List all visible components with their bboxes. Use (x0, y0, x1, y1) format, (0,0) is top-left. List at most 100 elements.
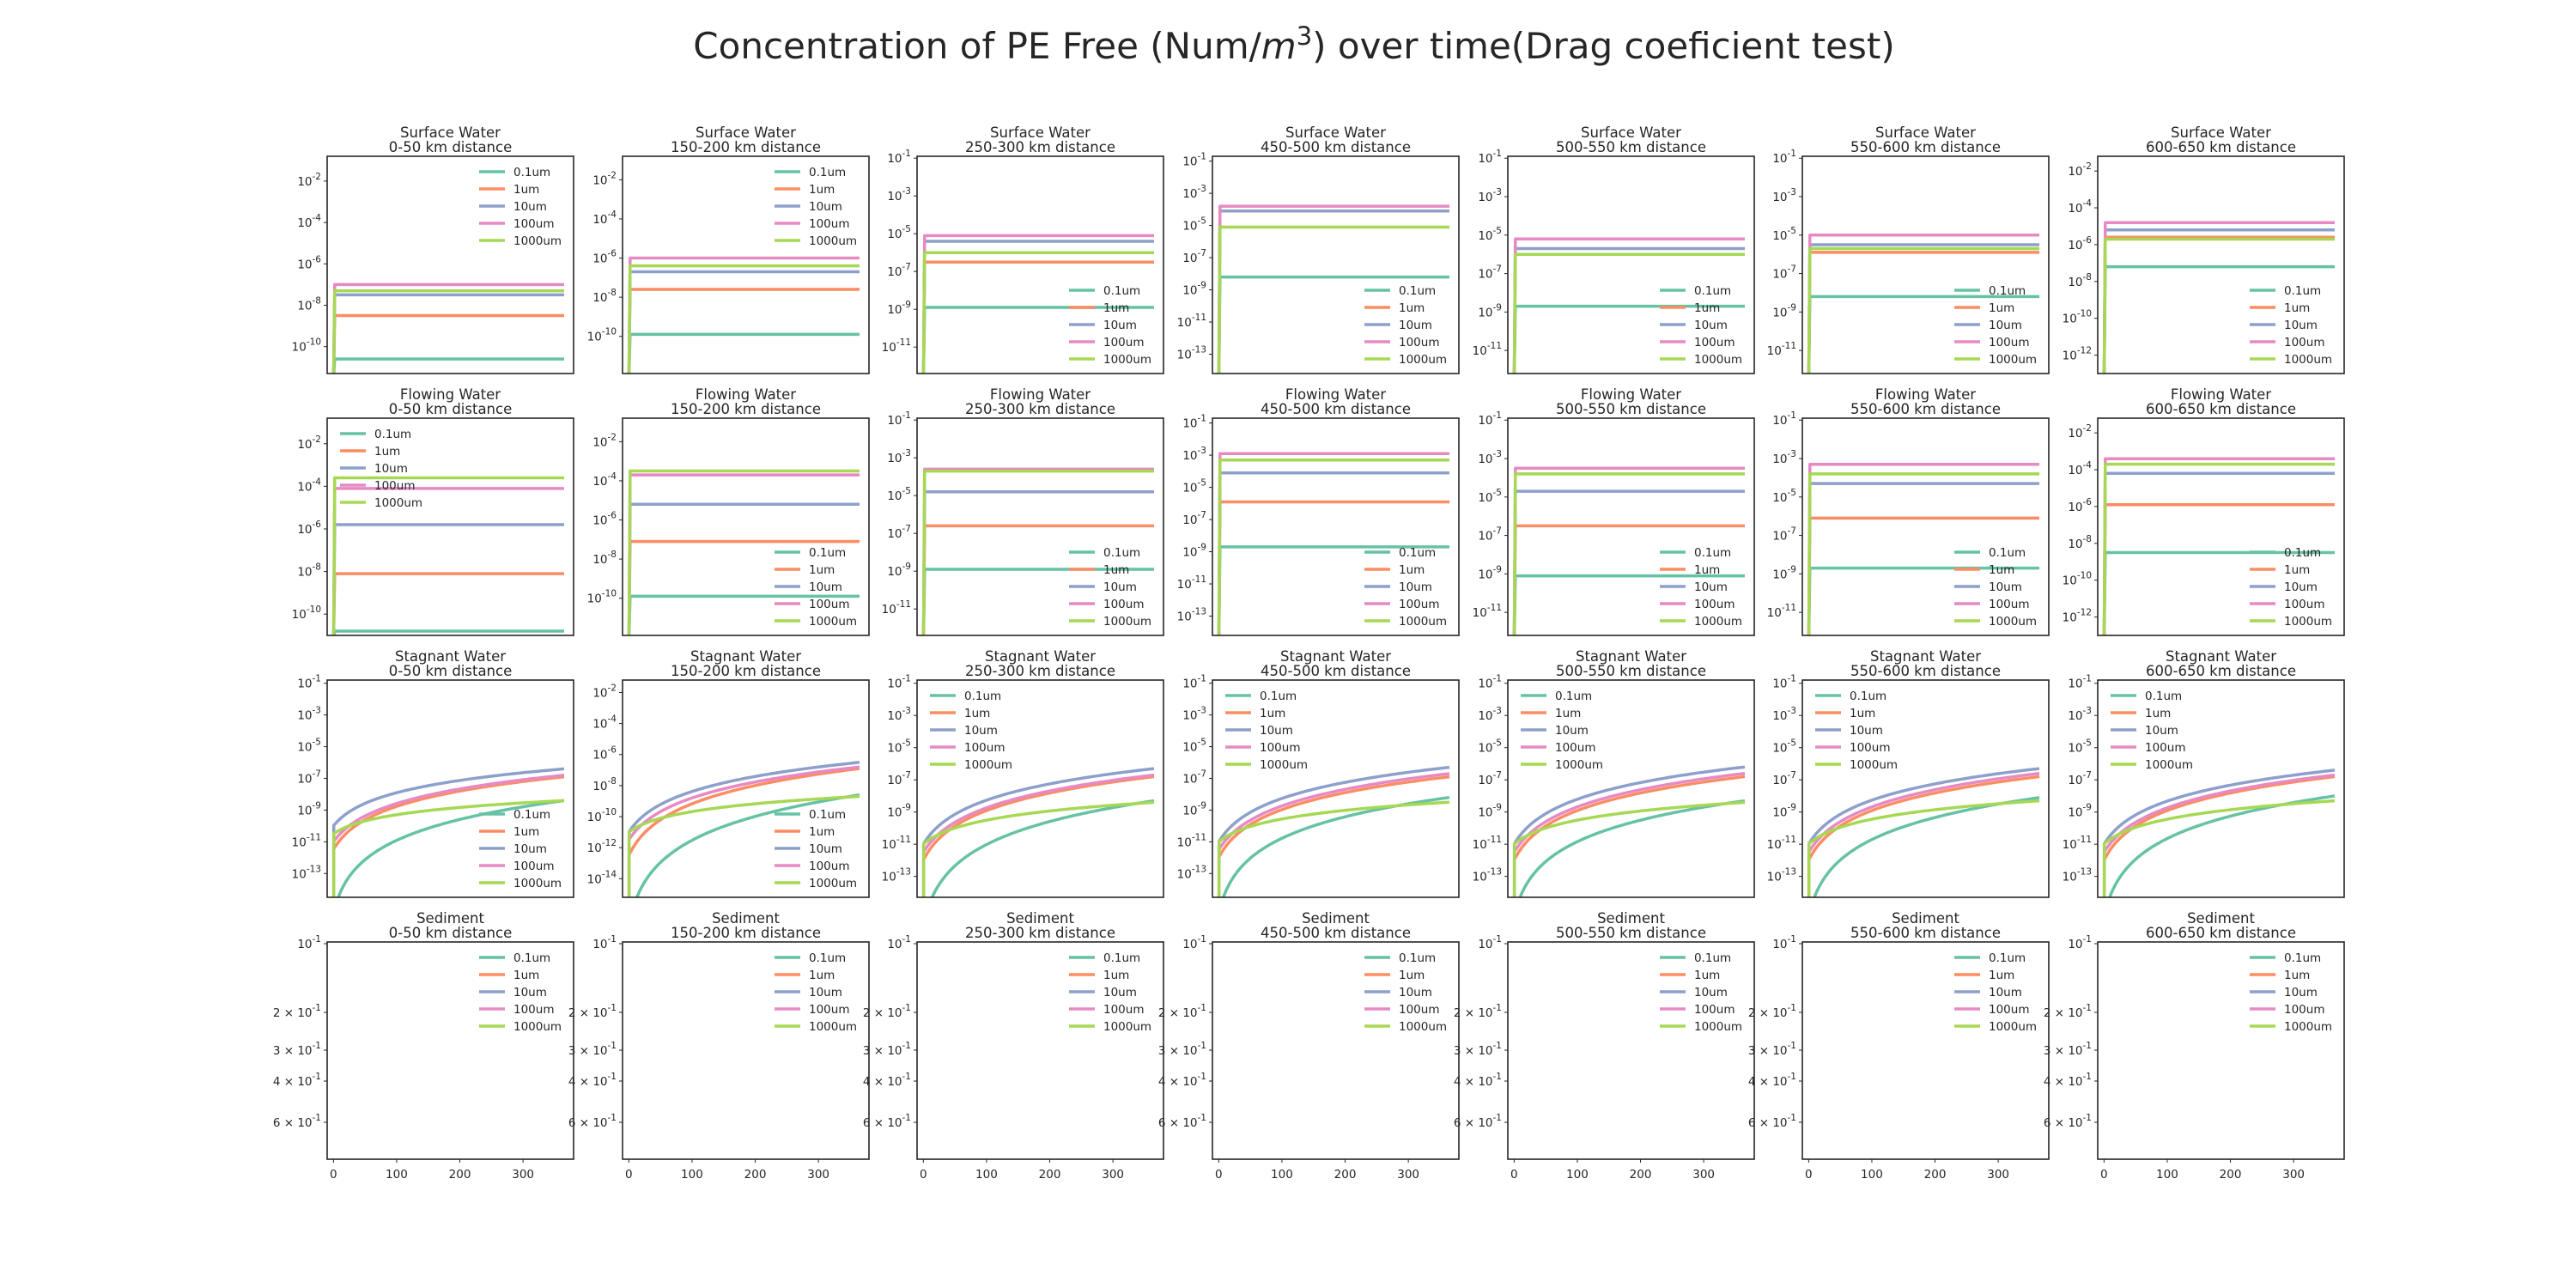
legend-label: 1um (374, 445, 400, 459)
y-tick-label-exponent: -1 (1493, 149, 1502, 159)
plot-frame (1212, 155, 1460, 374)
x-tick-label: 300 (1397, 1168, 1419, 1182)
y-tick-label-exponent: -1 (902, 1113, 911, 1123)
legend-label: 10um (809, 580, 842, 594)
legend-label: 100um (513, 1003, 554, 1017)
series-line-10um (627, 270, 860, 374)
legend-label: 100um (964, 741, 1005, 755)
y-tick-label-base: 10 (297, 804, 312, 817)
legend: 0.1um 1um 10um 100um 1000um (1521, 690, 1603, 772)
y-tick-label: 10-4 (592, 210, 617, 227)
legend-label: 1000um (1694, 1020, 1742, 1034)
y-tick-label-exponent: -5 (313, 738, 321, 748)
y-tick-label-exponent: -2 (313, 434, 321, 445)
y-tick-label-exponent: -8 (2083, 534, 2092, 544)
y-tick-label: 10-5 (1478, 226, 1502, 243)
y-tick-label: 10-11 (882, 337, 911, 355)
legend-label: 100um (1694, 1003, 1735, 1017)
legend-label: 0.1um (513, 808, 550, 822)
legend: 0.1um 1um 10um 100um 1000um (1069, 546, 1151, 629)
legend-label: 10um (2284, 319, 2318, 332)
y-tick-label-exponent: -6 (2083, 497, 2093, 507)
legend: 0.1um 1um 10um 100um 1000um (775, 951, 857, 1034)
plot-frame (1801, 679, 2050, 898)
y-tick-label-base: 10 (587, 592, 602, 606)
y-tick-label: 10-3 (1772, 187, 1796, 204)
y-tick-label: 10-8 (297, 562, 321, 580)
legend-label: 100um (1260, 741, 1300, 755)
legend-label: 1um (809, 563, 835, 577)
panel-title-distance: 0-50 km distance (389, 401, 512, 417)
y-tick-label-base: 10 (1182, 709, 1197, 723)
y-tick-label-exponent: -11 (1782, 603, 1796, 613)
series-line-10um (2102, 769, 2336, 897)
legend-label: 1um (809, 825, 835, 839)
y-tick-label-base: 10 (2068, 742, 2082, 756)
y-tick-label: 10-1 (2068, 674, 2092, 691)
figure-title-exponent: 3 (1297, 21, 1312, 51)
y-tick-label-exponent: -1 (1493, 934, 1502, 945)
y-tick-label-exponent: -8 (608, 288, 617, 298)
y-tick-label: 10-13 (1767, 867, 1796, 884)
legend-label: 1000um (374, 496, 422, 510)
y-tick-label-exponent: -9 (902, 300, 911, 310)
panel-title-compartment: Sediment (2187, 910, 2255, 927)
y-tick-label-base: 6 × 10 (568, 1116, 608, 1130)
legend-label: 0.1um (809, 166, 846, 179)
legend-label: 10um (513, 986, 547, 999)
y-tick-label: 3 × 10-1 (1748, 1041, 1796, 1058)
y-tick-label-base: 3 × 10 (863, 1044, 902, 1058)
plot-frame (916, 941, 1164, 1160)
y-tick-label-base: 10 (297, 523, 312, 537)
y-tick-label: 10-9 (1478, 564, 1502, 581)
plot-frame (622, 941, 870, 1160)
panel-title-distance: 550-600 km distance (1850, 663, 2001, 679)
series-line-1000um (2102, 237, 2335, 374)
y-tick-label: 2 × 10-1 (1158, 1003, 1206, 1020)
legend-label: 1um (1103, 563, 1129, 577)
y-tick-label-exponent: -1 (313, 674, 321, 684)
y-tick-label-exponent: -1 (1198, 934, 1206, 945)
series-line-10um (921, 767, 1155, 897)
y-tick-label-base: 10 (297, 175, 312, 189)
y-tick-label-exponent: -9 (313, 800, 321, 811)
y-tick-label: 10-1 (1772, 674, 1796, 691)
y-tick-label-base: 10 (2068, 774, 2082, 787)
y-tick-label: 10-6 (592, 511, 617, 528)
y-tick-label: 10-1 (297, 934, 321, 951)
series-line-1um (1512, 775, 1746, 897)
x-tick-label: 300 (512, 1168, 534, 1182)
y-tick-label: 10-3 (887, 186, 911, 204)
y-tick-label-exponent: -1 (1788, 149, 1796, 159)
y-tick-label-exponent: -7 (1198, 510, 1206, 520)
y-tick-label-exponent: -1 (2083, 1041, 2092, 1051)
y-tick-label-exponent: -1 (1788, 1072, 1796, 1082)
y-tick-label-base: 10 (1182, 155, 1197, 169)
legend-label: 1000um (809, 877, 857, 890)
plot-frame (1212, 679, 1460, 898)
y-tick-label-exponent: -11 (1192, 313, 1206, 323)
y-tick-label-base: 10 (592, 938, 607, 951)
y-tick-label: 10-5 (887, 486, 911, 503)
legend: 0.1um 1um 10um 100um 1000um (340, 428, 422, 510)
series-line-10um (1217, 765, 1450, 897)
y-tick-label-exponent: -11 (896, 337, 911, 348)
y-tick-label-base: 10 (1767, 838, 1782, 852)
y-tick-label-base: 10 (1182, 546, 1197, 560)
y-tick-label: 10-3 (887, 448, 911, 465)
y-tick-label-exponent: -10 (2077, 571, 2092, 581)
y-tick-label-exponent: -1 (902, 410, 911, 421)
y-tick-label-exponent: -3 (2083, 706, 2092, 716)
plot-frame (1212, 417, 1460, 636)
y-tick-label: 10-7 (1772, 526, 1796, 544)
y-tick-label-base: 10 (592, 718, 607, 732)
x-tick-label: 100 (2156, 1168, 2178, 1182)
y-tick-label-base: 10 (1182, 677, 1197, 691)
y-tick-label-exponent: -11 (1782, 341, 1796, 351)
series-line-1000um (921, 800, 1155, 897)
y-tick-label: 10-5 (1772, 226, 1796, 243)
y-tick-label: 10-6 (2068, 235, 2092, 252)
y-tick-label-base: 10 (1182, 741, 1197, 755)
panel-title-compartment: Sediment (1892, 910, 1959, 927)
